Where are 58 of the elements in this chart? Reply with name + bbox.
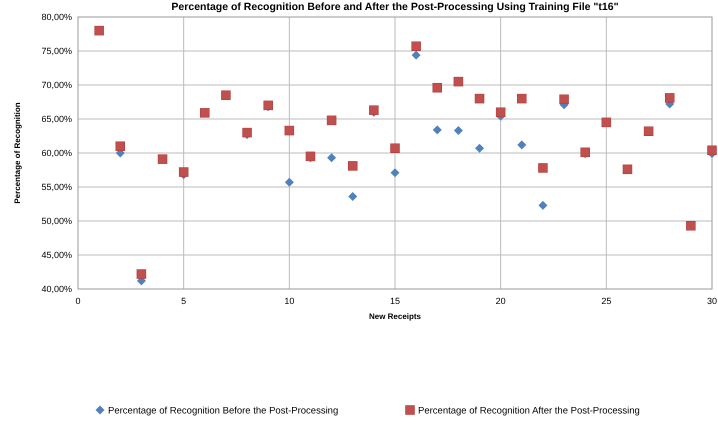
point (707, 146, 717, 156)
y-tick-label: 60,00% (41, 148, 72, 158)
point (327, 153, 336, 162)
point (496, 107, 506, 117)
x-tick-label: 15 (390, 296, 400, 306)
point (454, 76, 464, 86)
point (200, 108, 210, 118)
y-tick-label: 45,00% (41, 250, 72, 260)
point (538, 200, 548, 210)
point (158, 154, 168, 164)
y-tick-label: 80,00% (41, 12, 72, 22)
point (644, 126, 654, 136)
point (284, 126, 294, 136)
point (348, 192, 358, 202)
x-tick-label: 0 (75, 296, 81, 306)
point (559, 94, 569, 104)
point (242, 128, 252, 138)
point (411, 41, 421, 51)
point (432, 82, 442, 92)
y-axis-title: Percentage of Recognition (13, 102, 22, 204)
point (390, 168, 400, 178)
y-tick-label: 65,00% (41, 114, 72, 124)
chart-title: Percentage of Recognition Before and After the Post-Processing Using Training File "t16" (171, 1, 619, 13)
y-tick-label: 75,00% (41, 46, 72, 56)
x-tick-label: 10 (284, 296, 294, 306)
point (517, 140, 526, 150)
x-tick-label: 20 (496, 296, 506, 306)
point (326, 116, 336, 126)
point (284, 178, 294, 187)
point (116, 141, 126, 151)
point (136, 269, 146, 279)
point (664, 93, 674, 103)
point (94, 26, 104, 36)
point (475, 144, 484, 153)
x-tick-label: 5 (181, 296, 186, 306)
point (412, 50, 421, 60)
point (390, 143, 400, 153)
point (622, 164, 632, 174)
y-tick-label: 50,00% (41, 216, 72, 226)
y-tick-label: 55,00% (41, 182, 72, 192)
point (369, 105, 379, 115)
point (538, 163, 548, 173)
point (517, 94, 527, 104)
point (454, 126, 463, 136)
point (348, 161, 358, 171)
point (686, 221, 696, 231)
legend-label: Percentage of Recognition Before the Post-Processing (108, 406, 338, 416)
y-tick-label: 40,00% (41, 284, 72, 294)
point (474, 94, 484, 104)
x-axis-title: New Receipts (368, 312, 422, 321)
x-tick-label: 25 (601, 296, 612, 306)
point (602, 118, 612, 128)
point (432, 125, 442, 134)
point (221, 90, 231, 100)
y-tick-label: 70,00% (41, 80, 72, 90)
x-tick-label: 30 (706, 296, 718, 306)
legend-label: Percentage of Recognition After the Post-Processing (418, 406, 640, 416)
point (178, 167, 188, 177)
